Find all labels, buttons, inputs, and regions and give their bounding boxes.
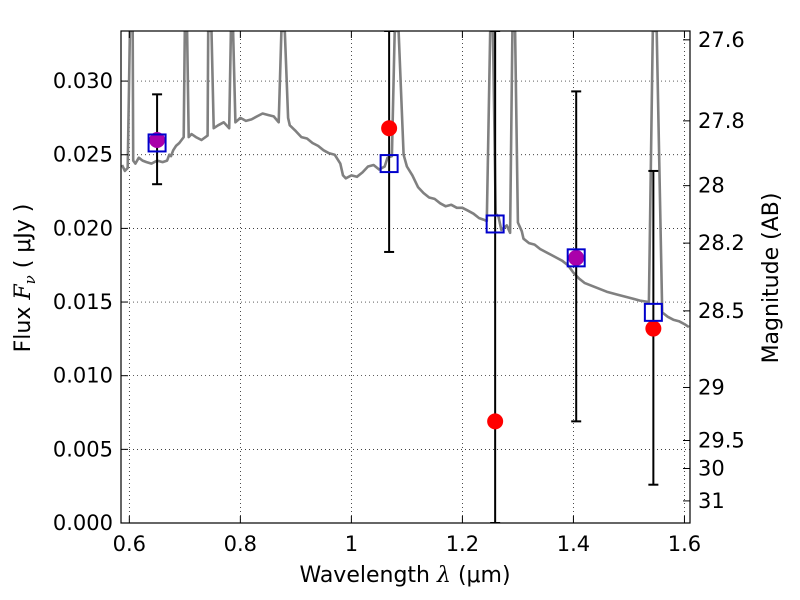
y2-tick-label-6: 29.5 [698,429,745,453]
y2-tick-label-8: 31 [698,489,725,513]
x-tick-label-5: 1.6 [668,532,701,556]
x-tick-label-0: 0.6 [113,532,146,556]
y-tick-label-4: 0.020 [53,216,113,240]
x-tick-label-4: 1.4 [557,532,590,556]
model-point-0 [147,133,167,153]
observed-point-2 [487,413,504,430]
tick-layer: 0.6 0.8 1 1.2 1.4 1.6 0.000 0.005 0.010 0.015 0.02… [53,28,745,556]
spectrum-line [121,31,690,329]
model-point-3 [566,248,586,268]
x-tick-label-2: 1 [345,532,358,556]
y-tick-label-6: 0.030 [53,69,113,93]
y-axis-label: Flux Fν ( μJy ) [11,204,39,353]
x-tick-label-3: 1.2 [446,532,479,556]
model-point-4 [643,302,663,322]
x-tick-label-1: 0.8 [224,532,257,556]
y-tick-label-1: 0.005 [53,437,113,461]
y2-tick-label-3: 28.2 [698,231,745,255]
grid-layer [121,31,690,524]
y-tick-label-0: 0.000 [53,511,113,535]
y-tick-label-5: 0.025 [53,143,113,167]
y-tick-label-2: 0.010 [53,364,113,388]
model-point-2 [485,214,505,234]
x-axis-label: Wavelength λ (μm) [299,563,510,588]
y2-tick-label-0: 27.6 [698,28,745,52]
plot-frame [120,30,691,524]
observed-point-1 [381,120,398,137]
observed-point-0 [149,132,166,149]
model-point-1 [379,154,399,174]
y-tick-label-3: 0.015 [53,290,113,314]
observed-point-3 [568,249,585,266]
y2-tick-label-2: 28 [698,174,725,198]
plot-area [121,31,690,523]
y2-axis-label: Magnitude (AB) [759,193,784,364]
y2-tick-label-7: 30 [698,456,725,480]
y2-tick-label-1: 27.8 [698,109,745,133]
y2-tick-label-5: 29 [698,375,725,399]
observed-point-4 [645,320,662,337]
y2-tick-label-4: 28.5 [698,299,745,323]
